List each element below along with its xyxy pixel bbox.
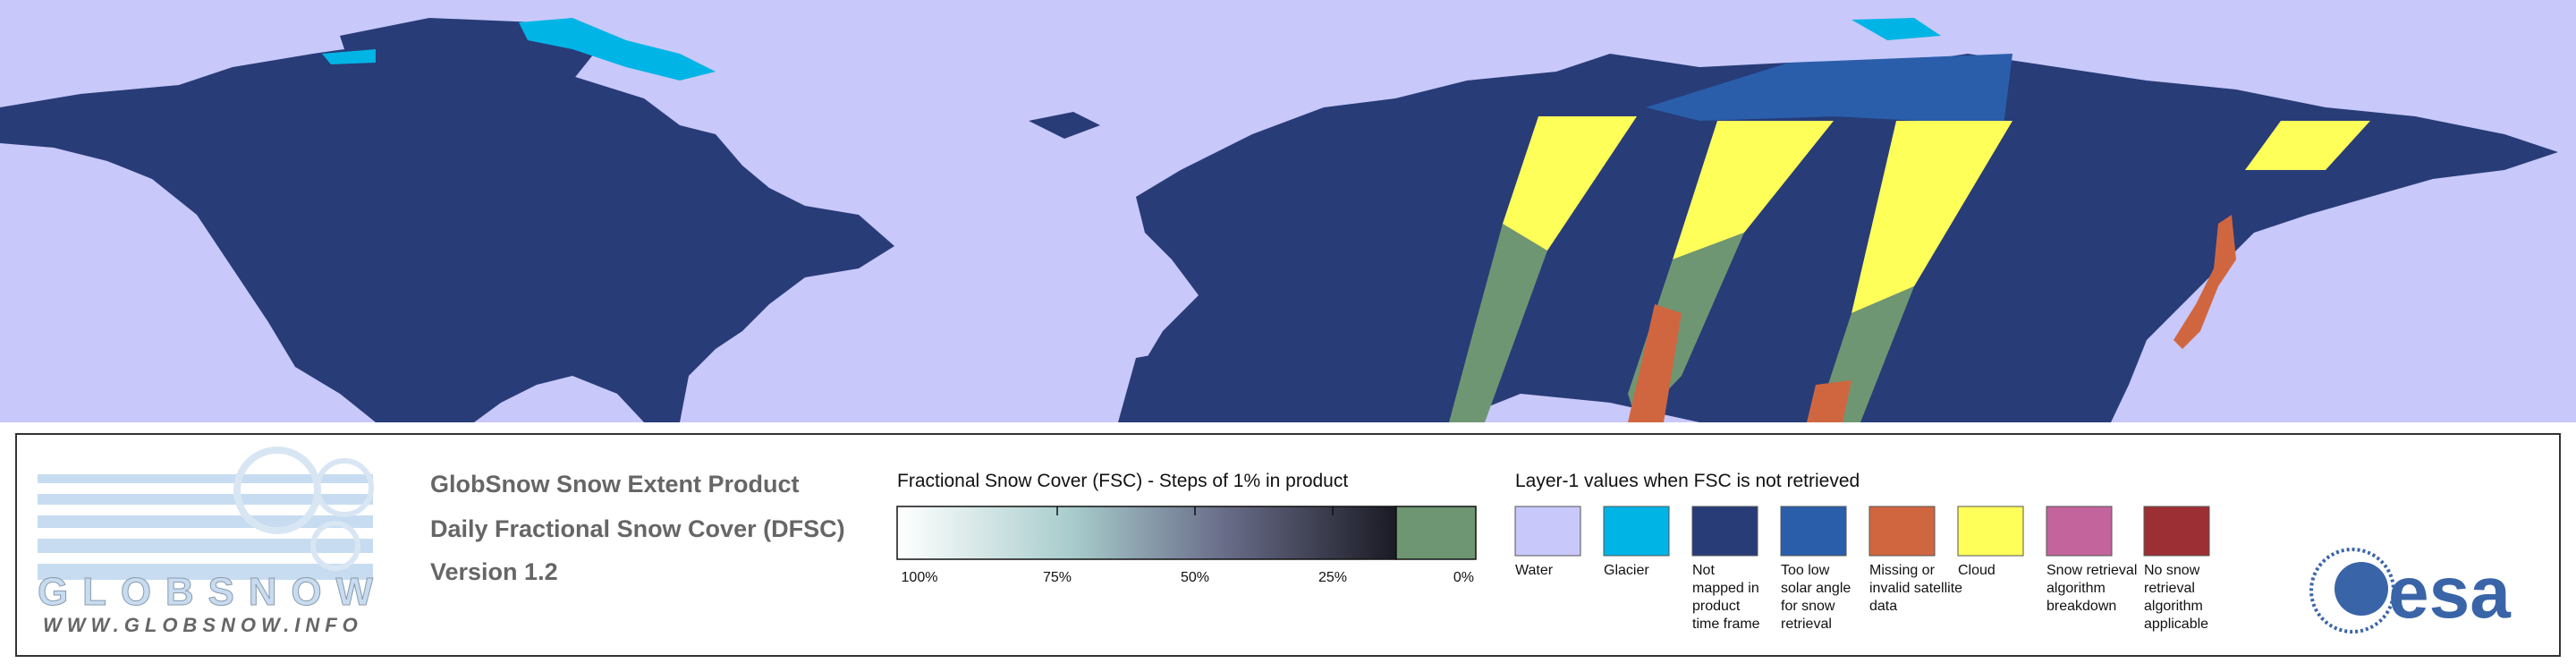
swath-3-red xyxy=(1807,380,1852,422)
logo-url: WWW.GLOBSNOW.INFO xyxy=(43,614,363,636)
legend-swatch xyxy=(1514,506,1581,557)
layer1-legend: Layer-1 values when FSC is not retrieved… xyxy=(1514,471,2210,632)
legend-swatch xyxy=(1868,506,1936,557)
fsc-tick-label: 25% xyxy=(1318,570,1347,585)
legend-label: retrieval xyxy=(2144,581,2195,596)
legend-label: Snow retrieval xyxy=(2046,563,2137,578)
snowflake xyxy=(315,458,374,517)
legend-label: Water xyxy=(1515,563,1554,578)
legend-swatch xyxy=(1691,506,1758,557)
swath-1-green xyxy=(1449,224,1547,422)
globsnow-logo: GLOBSNOW WWW.GLOBSNOW.INFO xyxy=(38,447,374,636)
layer1-title: Layer-1 values when FSC is not retrieved xyxy=(1515,471,1860,491)
fsc-title: Fractional Snow Cover (FSC) - Steps of 1… xyxy=(897,471,1348,491)
swath-2 xyxy=(1673,121,1834,259)
fsc-tick-label: 0% xyxy=(1453,570,1474,585)
fsc-tick-label: 75% xyxy=(1043,570,1072,585)
glacier-arctic xyxy=(322,18,1941,81)
legend-label: retrieval xyxy=(1781,617,1832,632)
legend-label: algorithm xyxy=(2144,599,2203,614)
legend-label: breakdown xyxy=(2046,599,2116,614)
product-info: GlobSnow Snow Extent Product Daily Fract… xyxy=(430,471,845,585)
esa-name: esa xyxy=(2388,552,2512,634)
swath-3 xyxy=(1852,121,2012,313)
legend-label: invalid satellite xyxy=(1869,581,1962,596)
logo-stripe xyxy=(38,539,373,553)
legend-label: time frame xyxy=(1692,617,1760,632)
legend-label: No snow xyxy=(2144,563,2200,578)
legend-swatch xyxy=(1780,506,1847,557)
fsc-zero-swatch xyxy=(1395,506,1477,560)
legend-label: Not xyxy=(1692,563,1715,578)
legend-label: algorithm xyxy=(2046,581,2106,596)
logo-stripe xyxy=(38,564,373,580)
legend-label: Missing or xyxy=(1869,563,1936,578)
iceland xyxy=(1029,112,1100,139)
legend-label: solar angle xyxy=(1781,581,1851,596)
fsc-tick-label: 100% xyxy=(902,570,938,585)
legend-label: data xyxy=(1869,599,1897,614)
blue-north xyxy=(1646,54,2012,125)
legend-label: Too low xyxy=(1781,563,1830,578)
legend-swatch xyxy=(1603,506,1670,557)
snowflake xyxy=(310,521,360,571)
legend-label: applicable xyxy=(2144,617,2208,632)
japan xyxy=(2174,215,2236,349)
swath-2-red xyxy=(1628,304,1682,422)
esa-logo: esa xyxy=(2309,548,2512,634)
africa xyxy=(1118,340,1449,422)
legend-label: mapped in xyxy=(1692,581,1759,596)
legend-label: Cloud xyxy=(1958,563,1996,578)
map xyxy=(0,0,2576,422)
product-line: Version 1.2 xyxy=(430,558,558,585)
legend-label: for snow xyxy=(1781,599,1835,614)
logo-stripe xyxy=(38,515,373,528)
legend-swatch xyxy=(2046,506,2113,557)
fsc-gradient xyxy=(896,506,1397,560)
product-line: GlobSnow Snow Extent Product xyxy=(430,471,800,498)
fsc-legend: Fractional Snow Cover (FSC) - Steps of 1… xyxy=(896,471,1477,585)
logo-stripe xyxy=(38,494,373,505)
product-line: Daily Fractional Snow Cover (DFSC) xyxy=(430,515,845,542)
greenland xyxy=(340,18,608,170)
legend-swatch xyxy=(1957,506,2024,557)
esa-globe-core xyxy=(2334,562,2388,616)
legend-label: product xyxy=(1692,599,1741,614)
logo-stripe xyxy=(38,474,373,483)
fsc-tick-label: 50% xyxy=(1181,570,1209,585)
swath-4 xyxy=(2245,121,2370,170)
legend-label: Glacier xyxy=(1604,563,1649,578)
north-america xyxy=(0,45,894,422)
esa-globe xyxy=(2309,548,2395,634)
legend-swatch xyxy=(2143,506,2210,557)
